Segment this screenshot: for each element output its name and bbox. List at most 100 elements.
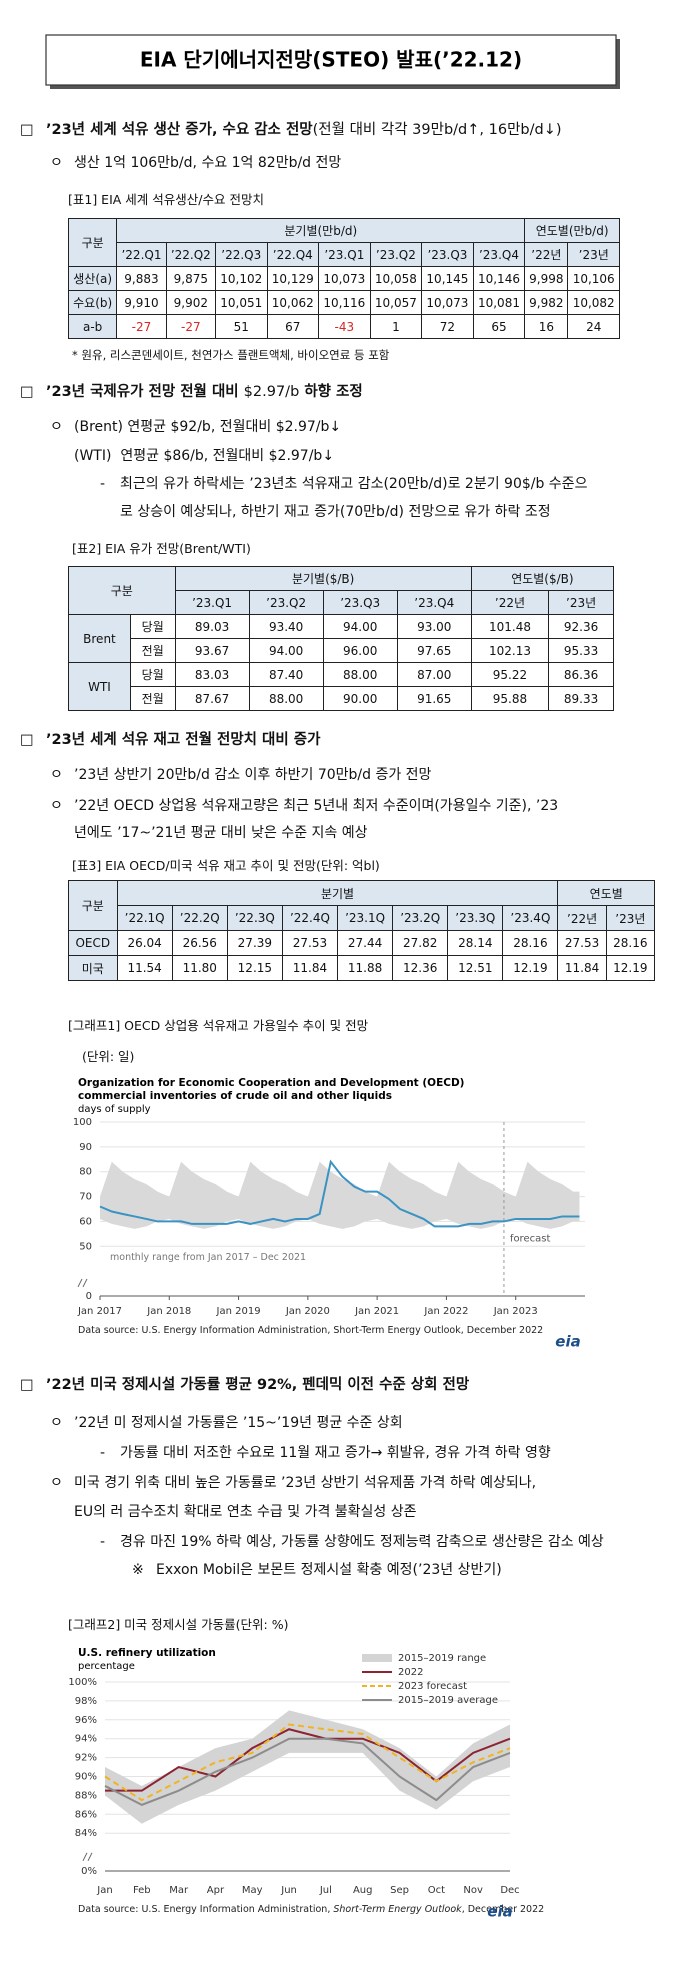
chart-logo: eia (555, 1333, 580, 1351)
group-header: 연도별(만b/d) (524, 218, 620, 243)
figure-caption: [그래프2] 미국 정제시설 가동률(단위: %) (68, 1617, 289, 1632)
y-tick-label: 100% (68, 1677, 97, 1688)
bullet-text: 최근의 유가 하락세는 ’23년초 석유재고 감소(20만b/d)로 2분기 9… (120, 476, 588, 492)
table: 구분 분기별($/B) 연도별($/B) ’23.Q1’23.Q2’23.Q3’23.… (68, 566, 615, 711)
cell: 27.39 (226, 930, 283, 956)
corner-header: 구분 (68, 566, 176, 615)
bullet-text: ’23년 상반기 20만b/d 감소 이후 하반기 70만b/d 증가 전망 (74, 767, 432, 783)
section-marker: □ (20, 1377, 34, 1393)
group-header: 분기별(만b/d) (116, 218, 526, 243)
x-tick-label: Dec (500, 1885, 519, 1896)
heading-part: $2.97/b (243, 384, 300, 400)
figure-unit: (단위: 일) (82, 1049, 135, 1064)
bullet: - (100, 1534, 106, 1550)
source-part: Data source: U.S. Energy Information Adm… (78, 1325, 543, 1336)
cell: 11.88 (337, 955, 394, 981)
bullet-text: Exxon Mobil은 보몬트 정제시설 확충 예정(’23년 상반기) (156, 1562, 502, 1578)
row-label: OECD (68, 930, 118, 956)
cell: 10,057 (369, 290, 423, 315)
bullet-text: (WTI) 연평균 $86/b, 전월대비 $2.97/b↓ (74, 448, 335, 464)
bullet-text: 년에도 ’17~’21년 평균 대비 낮은 수준 지속 예상 (74, 825, 368, 841)
cell: 11.84 (557, 955, 607, 981)
chart-title: Organization for Economic Cooperation an… (78, 1077, 464, 1089)
y-tick-label: 84% (75, 1828, 97, 1839)
column-header: ’23.Q2 (248, 590, 324, 615)
cell: 10,051 (214, 290, 268, 315)
cell: 16 (524, 314, 569, 339)
column-header: ’23.Q1 (318, 242, 371, 267)
cell: 72 (421, 314, 474, 339)
cell: 11.84 (281, 955, 339, 981)
section-marker: □ (20, 732, 34, 748)
cell: 10,081 (472, 290, 526, 315)
section-marker: □ (20, 384, 34, 400)
y-tick-label: 92% (75, 1753, 97, 1764)
y-tick-label: 88% (75, 1790, 97, 1801)
bullet: - (100, 1445, 106, 1461)
header-row: ’23.Q1’23.Q2’23.Q3’23.Q4’22년 ’23년 (69, 590, 614, 615)
data-table: 구분 분기별 연도별 ’22.1Q ’22.2Q ’22.3Q ’22.4Q ’23.1Q ’2… (68, 880, 656, 981)
cell: 27.82 (392, 930, 449, 956)
cell: 94.00 (322, 614, 398, 639)
section-marker: □ (20, 122, 34, 138)
cell: 10,062 (266, 290, 320, 315)
data-table: 구분 분기별($/B) 연도별($/B) ’23.Q1’23.Q2’23.Q3’23.… (68, 566, 615, 711)
column-header: ’22년 (557, 905, 607, 931)
bullet-text: ’22년 미 정제시설 가동률은 ’15~’19년 평균 수준 상회 (74, 1415, 403, 1431)
table: 구분 분기별 연도별 ’22.1Q ’22.2Q ’22.3Q ’22.4Q ’23.1Q ’2… (68, 880, 656, 981)
cell: 88.00 (248, 686, 324, 711)
column-header: ’23.3Q (447, 905, 504, 931)
cell: 10,073 (318, 266, 371, 291)
bullet-text: 로 상승이 예상되나, 하반기 재고 증가(70만b/d) 전망으로 유가 하락… (120, 504, 551, 520)
y-tick-label: 0% (81, 1866, 97, 1877)
column-header: ’22년 (524, 242, 569, 267)
bullet: ㅇ (50, 767, 63, 783)
x-tick-label: Jun (280, 1885, 297, 1896)
column-header: ’22.1Q (116, 905, 173, 931)
axis-break (77, 1278, 88, 1288)
cell: 24 (567, 314, 620, 339)
range-annotation: monthly range from Jan 2017 – Dec 2021 (110, 1252, 306, 1263)
group-header: 분기별($/B) (174, 566, 472, 591)
series-line (104, 1737, 511, 1806)
cell: 91.65 (396, 686, 472, 711)
legend-label: 2015–2019 range (398, 1653, 486, 1664)
cell: 28.14 (447, 930, 504, 956)
column-header: ’23.Q4 (396, 590, 472, 615)
bullet: ㅇ (50, 419, 63, 435)
cell: 92.36 (548, 614, 614, 639)
row: WTI 당월 83.03 87.40 88.00 87.00 95.22 86.36 (68, 662, 614, 711)
row: OECD 26.04 26.56 27.39 27.53 27.44 27.82 28.14 2… (68, 930, 656, 956)
x-tick-label: Jul (319, 1885, 332, 1896)
cell: 10,129 (266, 266, 320, 291)
y-tick-label: 60 (79, 1216, 92, 1227)
chart-title: U.S. refinery utilization (78, 1647, 216, 1659)
row-group-label: WTI (68, 662, 131, 711)
x-tick-label: Oct (428, 1885, 445, 1896)
row-label: 당월 (129, 614, 176, 639)
y-tick-label: 80 (79, 1167, 92, 1178)
cell: 9,982 (524, 290, 569, 315)
header-row: 구분 분기별(만b/d) 연도별(만b/d) (67, 218, 620, 267)
heading-part: 하향 조정 (299, 384, 363, 400)
bullet: - (100, 476, 106, 492)
cell: 26.04 (116, 930, 173, 956)
group-header: 연도별($/B) (470, 566, 615, 591)
cell: 87.67 (174, 686, 250, 711)
cell: 10,058 (369, 266, 423, 291)
x-tick-label: Sep (390, 1885, 409, 1896)
cell: 27.53 (557, 930, 607, 956)
bullet: ㅇ (50, 155, 63, 171)
row: 전월 87.67 88.00 90.00 91.65 95.88 89.33 (69, 686, 614, 711)
bullet: ㅇ (50, 1475, 63, 1491)
row-label: 전월 (129, 686, 176, 711)
bullet-text: 생산 1억 106만b/d, 수요 1억 82만b/d 전망 (74, 155, 342, 171)
bullet-text: EU의 러 금수조치 확대로 연초 수급 및 가격 불확실성 상존 (74, 1504, 417, 1520)
table-caption: [표1] EIA 세계 석유생산/수요 전망치 (68, 192, 264, 207)
column-header: ’22년 (470, 590, 550, 615)
heading-part: ’23년 국제유가 전망 전월 대비 (46, 384, 244, 400)
legend-label: 2023 forecast (398, 1681, 467, 1692)
heading-part: ’23년 세계 석유 재고 전월 전망치 대비 증가 (46, 732, 321, 748)
row-group-label: Brent (68, 614, 131, 663)
x-tick-label: Jan 2022 (423, 1306, 468, 1317)
